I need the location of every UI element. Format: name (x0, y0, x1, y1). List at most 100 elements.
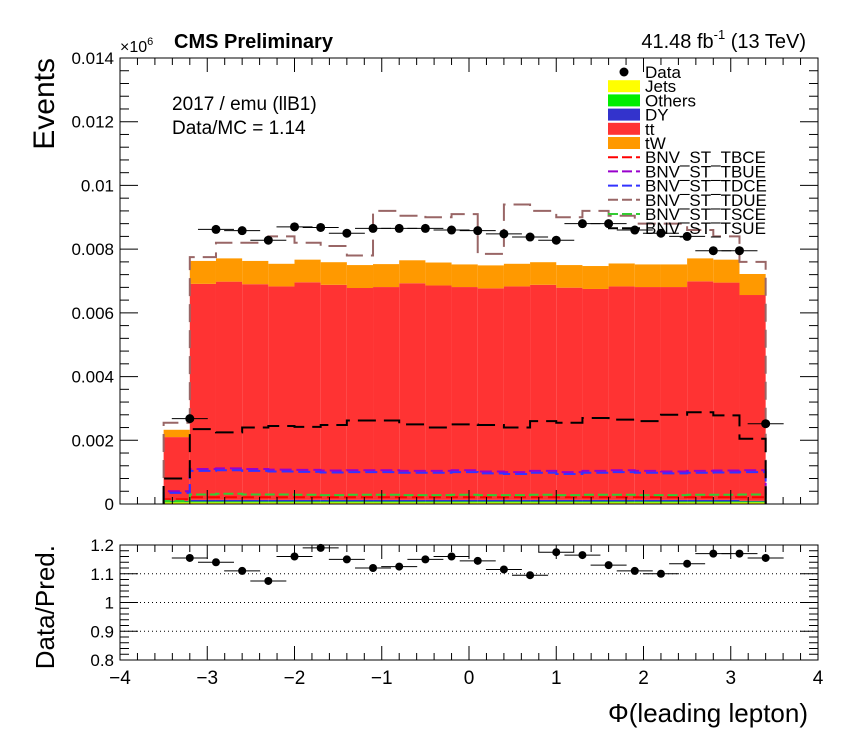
bar-tt-15 (556, 287, 583, 500)
ratio-point-12 (499, 565, 508, 574)
bar-tt-3 (242, 284, 269, 500)
ratio-point-15 (578, 551, 587, 560)
bar-tt-14 (530, 284, 557, 500)
bar-tw-11 (451, 264, 478, 288)
bar-tt-4 (268, 286, 295, 500)
bar-jets-7 (346, 502, 374, 504)
ratio-point-3 (264, 576, 273, 585)
bar-dy-10 (425, 499, 452, 502)
bar-dy-15 (556, 499, 583, 502)
bar-tw-3 (242, 260, 269, 285)
bar-tw-6 (320, 262, 347, 285)
y-tick-label-1: 0.002 (71, 431, 114, 450)
data-point-12 (499, 229, 509, 239)
bar-jets-13 (503, 502, 531, 504)
bar-jets-5 (294, 502, 321, 504)
bar-tt-22 (739, 295, 766, 501)
x-tick-label-7: 3 (725, 668, 736, 689)
bar-others-13 (503, 501, 531, 503)
data-point-0 (185, 414, 195, 424)
bar-jets-1 (189, 502, 216, 504)
bar-others-20 (687, 501, 714, 503)
line-bnv_st_tsue (162, 411, 767, 504)
stacked-bars (163, 258, 766, 504)
ratio-y-tick-label-4: 1.2 (90, 536, 114, 555)
x-tick-label-1: −3 (196, 668, 218, 689)
legend-swatch-tw (608, 137, 640, 149)
bar-jets-15 (556, 502, 583, 504)
x-tick-label-6: 2 (638, 668, 649, 689)
data-mc-annotation: Data/MC = 1.14 (172, 118, 306, 139)
legend-swatch-others (608, 94, 640, 107)
bar-dy-11 (451, 499, 478, 502)
data-point-5 (316, 222, 326, 232)
ratio-point-9 (421, 555, 430, 564)
x-axis-label: Φ(leading lepton) (608, 698, 808, 728)
bar-tw-14 (530, 262, 557, 285)
bar-jets-9 (399, 502, 426, 504)
ratio-point-6 (342, 555, 351, 564)
bar-others-22 (739, 501, 766, 503)
bar-tw-7 (346, 265, 374, 289)
bar-dy-22 (739, 500, 766, 502)
bar-others-16 (582, 501, 609, 503)
y-tick-label-5: 0.01 (81, 176, 114, 195)
x-tick-label-2: −2 (284, 668, 306, 689)
ratio-point-5 (316, 543, 325, 552)
ratio-point-11 (473, 556, 482, 565)
bar-dy-3 (242, 499, 269, 502)
bar-jets-3 (242, 502, 269, 504)
line-bnv_st_tdce (162, 469, 767, 504)
ratio-y-tick-label-2: 1 (105, 594, 114, 613)
bar-jets-21 (713, 502, 740, 504)
bar-jets-8 (373, 502, 400, 504)
bar-tt-0 (163, 437, 190, 501)
bar-dy-16 (582, 499, 609, 502)
ratio-point-2 (238, 566, 247, 575)
data-point-18 (656, 228, 666, 238)
legend-swatch-jets (608, 80, 640, 93)
bar-jets-22 (739, 502, 766, 504)
y-tick-label-7: 0.014 (71, 49, 114, 68)
data-point-13 (525, 232, 535, 242)
bar-others-11 (451, 501, 478, 503)
ratio-point-17 (630, 566, 639, 575)
bar-dy-4 (268, 499, 295, 502)
ratio-y-tick-label-0: 0.8 (90, 651, 114, 670)
data-point-20 (708, 246, 718, 256)
legend-label-bnv_st_tdue: BNV_ST_TDUE (645, 191, 767, 210)
bar-dy-17 (608, 499, 635, 502)
bar-tt-11 (451, 287, 478, 500)
bar-others-4 (268, 501, 295, 503)
bar-others-8 (373, 501, 400, 503)
legend-swatch-dy (608, 108, 640, 121)
bar-tw-20 (687, 258, 714, 282)
data-point-8 (394, 223, 404, 233)
bar-tt-20 (687, 281, 714, 500)
bar-tw-2 (215, 258, 243, 282)
bar-dy-9 (399, 499, 426, 502)
data-point-22 (761, 419, 771, 429)
bar-jets-16 (582, 502, 609, 504)
bar-jets-4 (268, 502, 295, 504)
bar-tw-4 (268, 263, 295, 287)
legend-label-bnv_st_tbue: BNV_ST_TBUE (645, 162, 766, 181)
bar-dy-12 (477, 499, 504, 502)
bar-others-18 (634, 501, 661, 503)
bar-tt-19 (660, 287, 688, 500)
bar-dy-1 (189, 499, 216, 502)
bar-dy-20 (687, 499, 714, 502)
data-point-11 (473, 226, 483, 236)
bar-dy-19 (660, 499, 688, 502)
bar-tw-9 (399, 260, 426, 284)
bar-jets-17 (608, 502, 635, 504)
upper-pad: 0 0.002 0.004 0.006 0.008 0.01 0.012 0.014 ×106… (28, 27, 819, 514)
legend-label-others: Others (645, 91, 696, 110)
legend-label-tw: tW (645, 134, 666, 153)
bar-jets-2 (215, 502, 243, 504)
data-point-16 (604, 219, 614, 229)
bar-others-10 (425, 501, 452, 503)
bar-jets-11 (451, 502, 478, 504)
ratio-point-16 (604, 561, 613, 570)
